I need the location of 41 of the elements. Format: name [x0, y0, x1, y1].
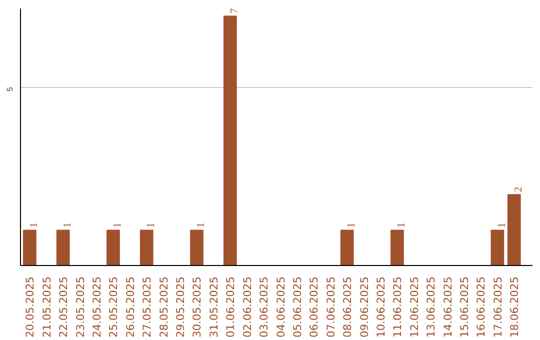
x-tick-label: 17.06.2025 — [491, 276, 504, 338]
x-tick-label: 27.05.2025 — [140, 276, 154, 338]
data-label: 1 — [29, 222, 40, 228]
x-tick-label: 12.06.2025 — [408, 276, 421, 338]
y-tick-label: 5 — [6, 86, 14, 92]
x-tick-label: 03.06.2025 — [258, 276, 271, 338]
x-tick-label: 10.06.2025 — [374, 276, 388, 338]
x-tick-label: 21.05.2025 — [40, 276, 54, 338]
x-tick-label: 20.05.2025 — [24, 276, 37, 338]
x-tick-label: 07.06.2025 — [324, 276, 338, 338]
x-tick-label: 01.06.2025 — [224, 276, 238, 338]
x-tick-label: 26.05.2025 — [124, 276, 137, 338]
data-label: 7 — [230, 8, 241, 14]
x-tick-label: 18.06.2025 — [508, 276, 522, 338]
x-tick-label: 25.05.2025 — [107, 276, 120, 338]
x-tick-label: 30.05.2025 — [190, 276, 204, 338]
x-tick-label: 15.06.2025 — [458, 276, 472, 338]
x-tick-label: 06.06.2025 — [308, 276, 321, 338]
data-label: 1 — [396, 222, 408, 228]
x-tick-label: 08.06.2025 — [341, 276, 354, 338]
x-tick-label: 09.06.2025 — [358, 276, 371, 338]
x-tick-label: 02.06.2025 — [240, 276, 254, 338]
x-tick-label: 24.05.2025 — [90, 276, 104, 338]
x-tick-label: 13.06.2025 — [424, 276, 438, 338]
data-label: 1 — [62, 222, 74, 228]
x-tick-label: 23.05.2025 — [74, 276, 87, 338]
x-tick-label: 31.05.2025 — [207, 276, 220, 338]
data-label: 1 — [496, 222, 508, 228]
data-label: 1 — [146, 222, 158, 228]
x-tick-label: 05.06.2025 — [290, 276, 304, 338]
x-tick-label: 11.06.2025 — [391, 276, 404, 338]
x-tick-label: 28.05.2025 — [157, 276, 170, 338]
data-label: 1 — [196, 222, 208, 228]
x-tick-label: 29.05.2025 — [174, 276, 188, 338]
x-tick-label: 14.06.2025 — [441, 276, 454, 338]
x-tick-label: 22.05.2025 — [57, 276, 70, 338]
data-label: 1 — [112, 222, 124, 228]
data-label: 2 — [514, 186, 525, 192]
data-label: 1 — [346, 222, 358, 228]
x-tick-label: 04.06.2025 — [274, 276, 288, 338]
x-tick-label: 16.06.2025 — [474, 276, 488, 338]
